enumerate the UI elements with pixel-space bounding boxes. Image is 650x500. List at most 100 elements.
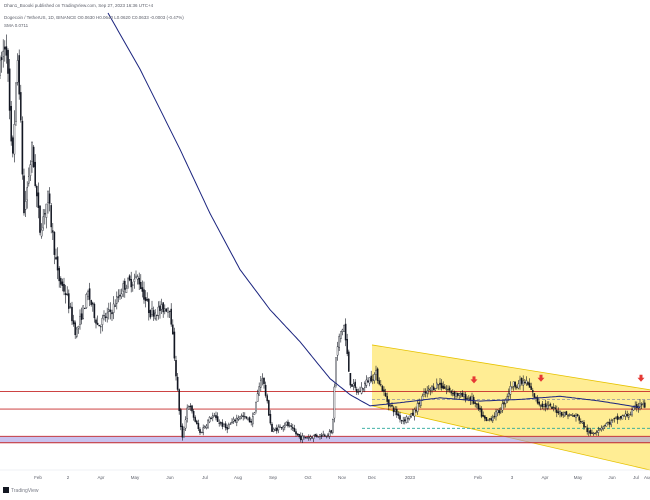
candle-body xyxy=(69,306,72,308)
candle-body xyxy=(218,422,221,424)
candle-body xyxy=(554,407,556,410)
candle-body xyxy=(460,393,462,396)
candle-body xyxy=(480,408,483,417)
candle-body xyxy=(559,411,561,414)
candle-body xyxy=(115,296,118,304)
candle-body xyxy=(624,413,627,417)
candle-body xyxy=(131,284,134,286)
candle-body xyxy=(544,403,547,408)
candle-body xyxy=(402,420,405,422)
candle-body xyxy=(586,427,588,433)
candle-body xyxy=(75,328,78,337)
candle-body xyxy=(300,435,302,441)
publisher-line: Dhan1_Boooki published on TradingView.co… xyxy=(4,3,154,8)
candle-body xyxy=(74,322,76,336)
candle-body xyxy=(71,306,73,322)
indicator-line: SMA 0.0711 xyxy=(4,23,29,28)
candle-body xyxy=(362,388,365,390)
candle-body xyxy=(80,313,83,320)
candle-body xyxy=(325,435,328,437)
candle-body xyxy=(232,418,235,422)
candle-body xyxy=(106,312,108,318)
sma-line xyxy=(107,12,641,408)
x-tick-label: 3 xyxy=(511,475,514,480)
candle-body xyxy=(549,403,552,406)
candle-body xyxy=(445,388,448,390)
candle-body xyxy=(7,50,9,74)
candle-body xyxy=(279,425,281,428)
candle-body xyxy=(72,320,75,325)
candle-body xyxy=(528,382,531,388)
candle-body xyxy=(626,414,628,417)
candle-body xyxy=(0,60,1,76)
candle-body xyxy=(468,398,470,400)
candle-body xyxy=(509,386,512,395)
symbol-line: Dogecoin / TetherUS, 1D, BINANCE O0.0630… xyxy=(4,15,184,20)
candle-body xyxy=(79,316,81,325)
candle-body xyxy=(464,394,467,401)
candle-body xyxy=(123,280,126,290)
candle-body xyxy=(191,405,193,412)
candle-body xyxy=(163,308,166,312)
candle-body xyxy=(135,275,137,278)
candle-body xyxy=(317,436,320,438)
candle-body xyxy=(203,426,206,429)
candle-body xyxy=(608,422,611,425)
candle-body xyxy=(487,419,489,421)
candle-body xyxy=(136,276,139,280)
candle-body xyxy=(437,384,440,386)
candle-body xyxy=(224,423,227,429)
candle-body xyxy=(255,402,257,412)
candle-body xyxy=(602,426,604,429)
support-zone xyxy=(0,436,650,443)
candle-body xyxy=(117,296,120,298)
candle-body xyxy=(239,416,241,419)
candle-body xyxy=(503,402,505,405)
candle-body xyxy=(327,434,329,436)
candle-body xyxy=(508,392,510,397)
candle-body xyxy=(173,331,176,359)
candle-body xyxy=(364,383,366,388)
candle-body xyxy=(399,415,401,420)
candle-body xyxy=(194,417,197,422)
candle-body xyxy=(431,386,433,391)
candle-body xyxy=(476,403,478,405)
candle-body xyxy=(237,417,240,420)
candle-body xyxy=(245,416,248,419)
candle-body xyxy=(583,422,585,428)
candle-body xyxy=(496,409,499,413)
candle-body xyxy=(227,424,230,429)
candle-body xyxy=(533,393,536,398)
candle-body xyxy=(516,386,518,388)
candle-body xyxy=(522,380,524,386)
candle-body xyxy=(388,399,390,407)
candle-body xyxy=(34,161,36,187)
candle-body xyxy=(256,393,259,402)
candle-body xyxy=(141,287,144,292)
candle-body xyxy=(133,278,136,282)
candle-body xyxy=(67,293,70,309)
channel-upper-line xyxy=(371,344,650,391)
candle-body xyxy=(500,411,502,413)
candle-body xyxy=(293,427,296,432)
candle-body xyxy=(152,310,155,317)
candle-body xyxy=(330,430,333,433)
candle-body xyxy=(543,404,545,407)
candle-body xyxy=(344,323,347,341)
candle-body xyxy=(147,298,150,314)
candle-body xyxy=(580,421,582,423)
candle-body xyxy=(271,423,273,432)
candle-body xyxy=(42,216,44,229)
x-tick-label: Jun xyxy=(166,475,174,480)
candle-body xyxy=(346,339,349,354)
candle-body xyxy=(219,422,222,424)
candle-body xyxy=(266,395,269,402)
candle-body xyxy=(292,427,294,429)
candle-body xyxy=(85,294,88,308)
candle-body xyxy=(284,425,286,428)
candle-body xyxy=(189,405,192,408)
x-tick-label: Apr xyxy=(541,475,549,480)
candle-body xyxy=(560,411,563,416)
